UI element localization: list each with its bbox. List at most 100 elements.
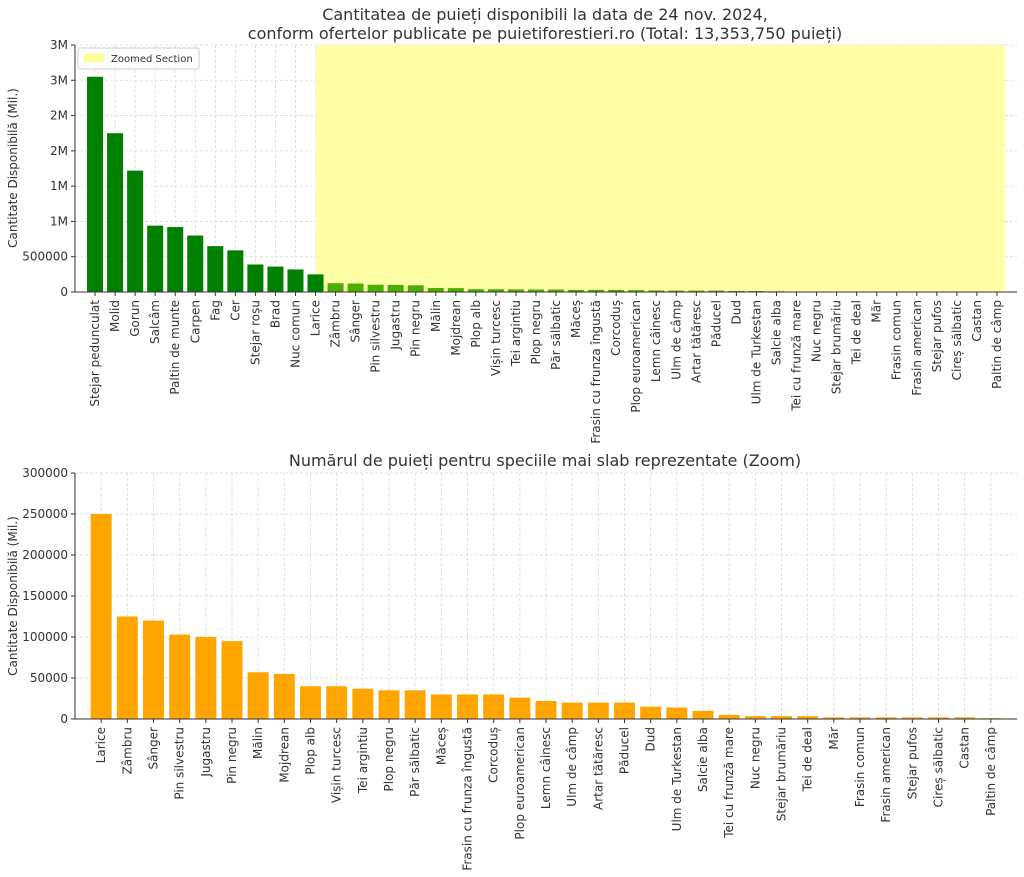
top-chart-bar bbox=[267, 266, 284, 292]
top-chart-bar bbox=[87, 76, 104, 292]
bottom-chart-xtick-label: Paltin de câmp bbox=[984, 727, 998, 816]
bottom-chart-xtick-label: Măceș bbox=[434, 727, 448, 765]
bottom-chart-bar bbox=[195, 637, 217, 719]
top-chart-xtick-label: Dud bbox=[729, 300, 743, 324]
top-chart-ytick-label: 3M bbox=[50, 73, 68, 87]
top-chart-xtick-label: Păducel bbox=[709, 300, 723, 347]
bottom-chart-ytick-label: 150000 bbox=[22, 589, 68, 603]
top-chart-xtick-label: Lemn câinesc bbox=[649, 300, 663, 382]
legend-frame bbox=[77, 47, 200, 70]
top-chart-xtick-label: Gorun bbox=[128, 300, 142, 337]
bottom-chart-bar bbox=[273, 673, 295, 719]
bottom-chart-bar bbox=[247, 672, 269, 719]
legend-label-zoomed-section: Zoomed Section bbox=[111, 54, 193, 65]
top-chart-bar bbox=[387, 284, 404, 292]
top-chart-ytick-label: 1M bbox=[50, 179, 68, 193]
top-chart-xtick-label: Zâmbru bbox=[329, 300, 343, 347]
top-chart-xtick-label: Pin negru bbox=[409, 300, 423, 357]
top-chart-xtick-label: Stejar pufos bbox=[930, 300, 944, 372]
top-chart-xtick-label: Tei argintiu bbox=[509, 300, 523, 367]
top-bar-chart: Cantitatea de puieți disponibili la data… bbox=[6, 5, 1017, 444]
bottom-chart-bar bbox=[875, 717, 897, 719]
top-chart-bar bbox=[527, 289, 544, 292]
top-chart-bar bbox=[608, 289, 625, 292]
top-chart-bar bbox=[568, 289, 585, 292]
bottom-chart-ytick-label: 300000 bbox=[22, 466, 68, 480]
top-chart-bar bbox=[467, 289, 484, 292]
bottom-chart-bar bbox=[404, 690, 426, 719]
top-chart-xtick-label: Vișin turcesc bbox=[489, 300, 503, 376]
bottom-chart-xtick-label: Frasin cu frunza îngustă bbox=[461, 727, 475, 871]
bottom-chart-xtick-label: Pin silvestru bbox=[173, 727, 187, 800]
bottom-chart-bar bbox=[169, 634, 191, 719]
bottom-chart-xtick-label: Ulm de Turkestan bbox=[670, 727, 684, 831]
top-chart-xtick-label: Plop alb bbox=[469, 300, 483, 348]
top-chart-bar bbox=[347, 283, 364, 292]
legend-swatch-zoomed-section bbox=[83, 53, 105, 63]
bottom-chart-xtick-label: Tei argintiu bbox=[356, 727, 370, 794]
top-chart-bar bbox=[367, 284, 384, 292]
top-chart-bar bbox=[167, 227, 184, 292]
top-chart-xtick-label: Brad bbox=[268, 300, 282, 328]
top-chart-bar bbox=[147, 225, 164, 292]
top-chart-xtick-label: Corcoduș bbox=[609, 300, 623, 356]
bottom-chart-bar bbox=[771, 716, 792, 719]
bottom-bar-chart: Numărul de puieți pentru speciile mai sl… bbox=[6, 451, 1017, 871]
bottom-chart-title: Numărul de puieți pentru speciile mai sl… bbox=[289, 451, 801, 470]
bottom-chart-xtick-label: Sânger bbox=[147, 727, 161, 770]
top-chart-xtick-label: Fag bbox=[208, 300, 222, 321]
bottom-chart-bar bbox=[849, 717, 871, 719]
top-chart-xtick-label: Plop negru bbox=[529, 300, 543, 365]
bottom-chart-bar bbox=[561, 702, 583, 719]
bottom-chart-xtick-label: Lemn câinesc bbox=[539, 727, 553, 809]
top-chart-ytick-label: 1M bbox=[50, 214, 68, 228]
bottom-chart-bar bbox=[535, 700, 557, 719]
bottom-chart-bar bbox=[823, 717, 845, 719]
bottom-chart-bar bbox=[430, 694, 452, 719]
bottom-chart-xtick-label: Corcoduș bbox=[487, 727, 501, 783]
bottom-chart-bar bbox=[640, 706, 662, 719]
top-chart-bar bbox=[307, 274, 324, 292]
bottom-chart-bar bbox=[901, 717, 923, 719]
bottom-chart-ytick-label: 200000 bbox=[22, 548, 68, 562]
bottom-chart-bar bbox=[352, 688, 374, 719]
bottom-chart-xtick-label: Frasin comun bbox=[853, 727, 867, 807]
top-chart-bar bbox=[287, 269, 304, 292]
top-chart-bar bbox=[648, 290, 665, 292]
top-chart-xtick-label: Sânger bbox=[349, 300, 363, 343]
top-chart-ytick-label: 0 bbox=[60, 285, 68, 299]
bottom-chart-xtick-label: Ulm de câmp bbox=[565, 727, 579, 807]
bottom-chart-xtick-label: Stejar pufos bbox=[905, 727, 919, 799]
zoomed-section-highlight bbox=[315, 45, 1005, 292]
top-chart-xtick-label: Frasin cu frunza îngustă bbox=[589, 300, 603, 444]
top-chart-xtick-label: Castan bbox=[970, 300, 984, 342]
bottom-chart-ytick-label: 50000 bbox=[30, 671, 68, 685]
bottom-chart-bar bbox=[954, 717, 976, 719]
bottom-chart-xtick-label: Măr bbox=[827, 727, 841, 750]
top-chart-xtick-label: Măr bbox=[870, 300, 884, 323]
bottom-chart-xtick-label: Tei cu frunză mare bbox=[722, 727, 736, 839]
bottom-chart-xtick-label: Mălin bbox=[251, 727, 265, 759]
top-chart-xtick-label: Cer bbox=[228, 300, 242, 321]
top-chart-bar bbox=[588, 289, 605, 292]
top-chart-xtick-label: Paltin de munte bbox=[168, 300, 182, 395]
top-chart-xtick-label: Paltin de câmp bbox=[990, 300, 1004, 389]
top-chart-xtick-label: Larice bbox=[309, 300, 323, 336]
top-chart-xtick-label: Salcâm bbox=[148, 300, 162, 344]
bottom-chart-ytick-label: 0 bbox=[60, 712, 68, 726]
bottom-chart-xtick-label: Plop alb bbox=[304, 727, 318, 775]
top-chart-bar bbox=[107, 133, 124, 292]
top-chart-bar bbox=[247, 264, 264, 292]
top-chart-xtick-label: Carpen bbox=[188, 300, 202, 343]
top-chart-bar bbox=[187, 235, 204, 292]
top-chart-xtick-label: Plop euroamerican bbox=[629, 300, 643, 413]
top-chart-xtick-label: Mojdrean bbox=[449, 300, 463, 356]
top-chart-bar bbox=[447, 288, 464, 292]
top-chart-xtick-label: Stejar roșu bbox=[248, 300, 262, 365]
bottom-chart-xtick-label: Salcie alba bbox=[696, 727, 710, 792]
bottom-chart-xtick-label: Artar tătăresc bbox=[591, 727, 605, 810]
top-chart-bar bbox=[327, 283, 344, 292]
bottom-chart-xtick-label: Plop euroamerican bbox=[513, 727, 527, 840]
bottom-chart-xtick-label: Castan bbox=[958, 727, 972, 769]
top-chart-bar bbox=[728, 290, 745, 292]
